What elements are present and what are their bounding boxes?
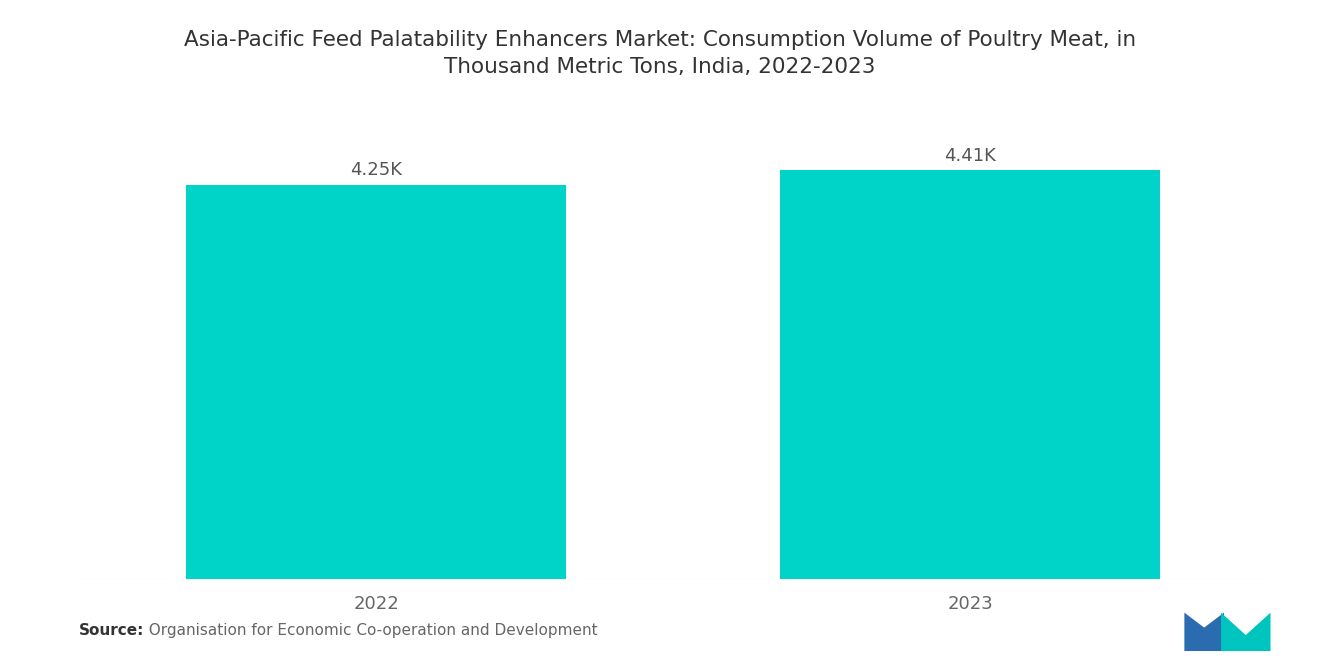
Text: 4.25K: 4.25K (350, 162, 403, 180)
Bar (186, 184, 566, 579)
Polygon shape (1221, 612, 1270, 651)
Polygon shape (1184, 612, 1224, 651)
Bar (780, 170, 1160, 579)
Text: Asia-Pacific Feed Palatability Enhancers Market: Consumption Volume of Poultry M: Asia-Pacific Feed Palatability Enhancers… (183, 30, 1137, 50)
Text: 4.41K: 4.41K (944, 146, 997, 164)
Text: Thousand Metric Tons, India, 2022-2023: Thousand Metric Tons, India, 2022-2023 (445, 57, 875, 76)
Text: Organisation for Economic Co-operation and Development: Organisation for Economic Co-operation a… (139, 623, 597, 638)
Text: Source:: Source: (79, 623, 145, 638)
